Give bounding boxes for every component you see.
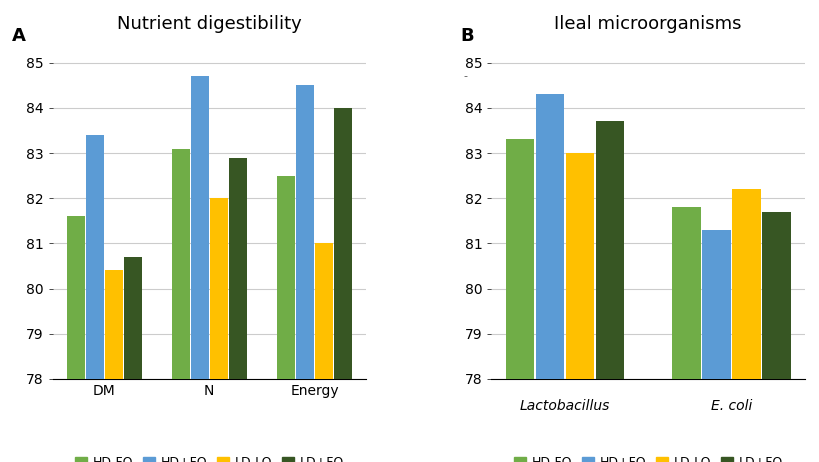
Bar xyxy=(277,176,295,379)
Text: Lactobacillus: Lactobacillus xyxy=(519,399,609,413)
Bar xyxy=(672,207,700,379)
Bar xyxy=(124,257,142,379)
Bar xyxy=(731,189,760,379)
Bar xyxy=(505,140,533,379)
Bar xyxy=(762,212,790,379)
Bar xyxy=(333,108,351,379)
Bar xyxy=(565,153,594,379)
Bar xyxy=(701,230,730,379)
Legend: HD-FO, HD+FO, LD-LO, LD+FO: HD-FO, HD+FO, LD-LO, LD+FO xyxy=(508,451,787,462)
Bar xyxy=(172,148,190,379)
Bar xyxy=(595,122,623,379)
Bar xyxy=(191,76,209,379)
Bar xyxy=(105,270,123,379)
Bar xyxy=(314,243,333,379)
Bar xyxy=(86,135,103,379)
Text: -: - xyxy=(463,71,467,80)
Legend: HD-FO, HD+FO, LD-LO, LD+FO: HD-FO, HD+FO, LD-LO, LD+FO xyxy=(70,451,348,462)
Bar xyxy=(296,85,314,379)
Title: Ileal microorganisms: Ileal microorganisms xyxy=(554,15,741,33)
Text: E. coli: E. coli xyxy=(710,399,751,413)
Bar xyxy=(210,198,228,379)
Text: B: B xyxy=(459,26,473,44)
Bar xyxy=(535,94,563,379)
Title: Nutrient digestibility: Nutrient digestibility xyxy=(117,15,301,33)
Text: A: A xyxy=(11,26,25,44)
Bar xyxy=(229,158,247,379)
Bar xyxy=(66,216,84,379)
